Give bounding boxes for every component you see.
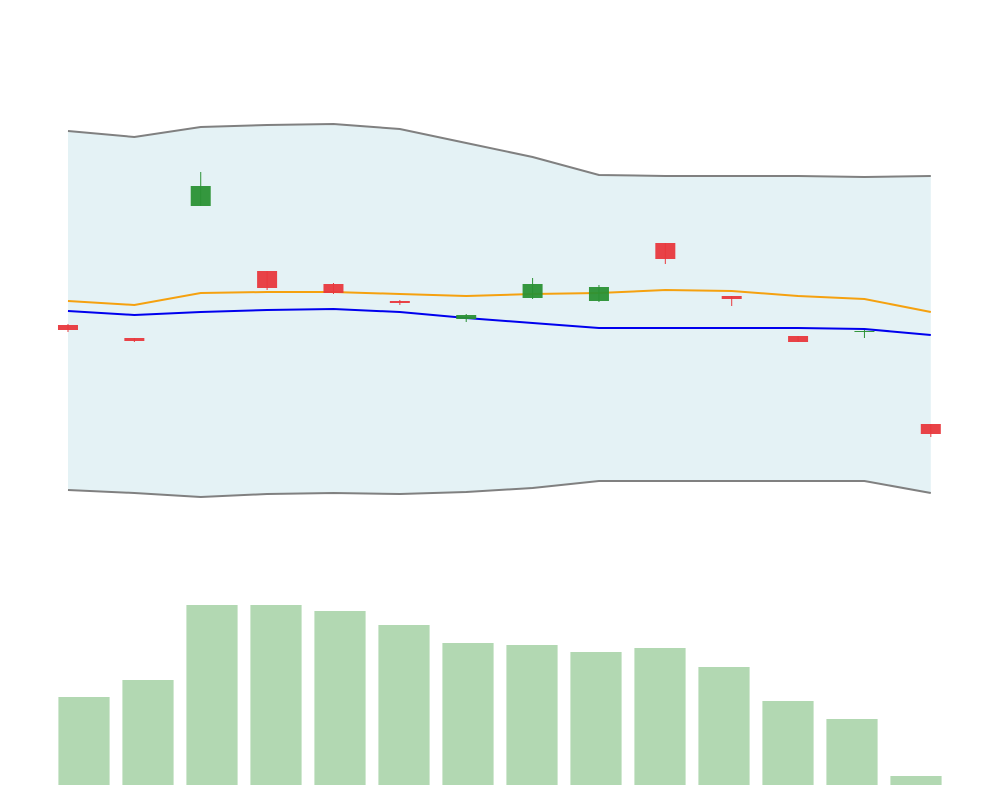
candle-body [323,284,344,293]
candle-body [57,325,78,330]
bar [698,667,750,785]
bar [314,611,366,785]
bar [250,605,302,785]
band-line [67,122,931,179]
candle-body [522,284,543,298]
bar [570,652,622,785]
candle-body [257,271,278,288]
candle-body [920,424,941,434]
bar [762,701,814,785]
bar [890,776,942,785]
bar [442,643,494,785]
bar [378,625,430,785]
line [67,307,931,336]
line [67,288,932,313]
bar [186,605,238,785]
candle-body [655,243,676,259]
candle-body [389,301,410,303]
candle-body [854,331,875,332]
bar [826,719,878,785]
bar [122,680,174,785]
candle-body [721,296,742,299]
candle-body [788,336,809,342]
candle-body [588,287,609,301]
bar [634,648,686,785]
bar [506,645,558,785]
candle-body [190,186,211,206]
bar [58,697,110,785]
band-line [67,480,931,499]
band-fill [67,124,931,497]
candle-body [456,315,477,319]
candle-body [124,338,145,341]
